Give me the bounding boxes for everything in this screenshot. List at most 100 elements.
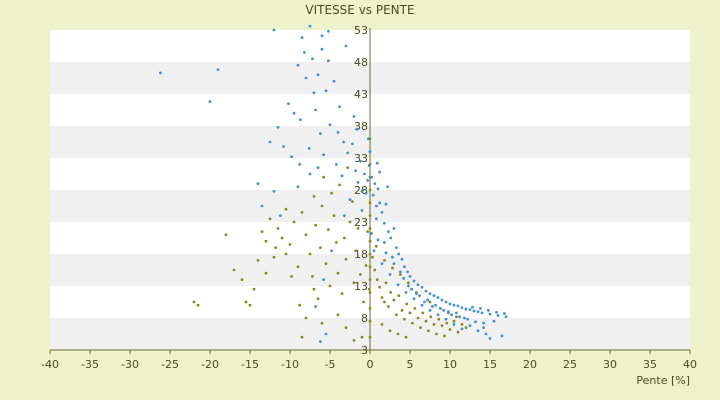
data-point-olive [424,319,428,323]
data-point-blue [415,292,418,296]
data-point-olive [368,214,372,218]
data-point-blue [500,334,504,338]
data-point-olive [443,334,446,338]
x-tick-label: 20 [523,358,537,371]
data-point-blue [314,305,317,308]
data-point-olive [371,255,374,259]
data-point-olive [304,233,308,237]
data-point-blue [256,182,260,186]
data-point-olive [340,292,344,296]
data-point-blue [471,305,474,309]
data-point-blue [426,298,429,302]
data-point-blue [468,308,472,312]
data-point-blue [482,326,485,329]
data-point-olive [396,332,400,336]
y-tick-label: 53 [354,24,368,37]
data-point-olive [368,307,372,310]
x-tick-label: -40 [41,358,59,371]
data-point-blue [344,44,348,48]
data-point-blue [482,321,485,325]
data-point-olive [366,230,369,234]
data-point-olive [464,326,468,329]
data-point-olive [320,321,324,325]
data-point-blue [303,51,306,54]
x-tick-label: -35 [81,358,99,371]
data-point-olive [244,300,248,304]
data-point-olive [298,303,301,307]
data-point-blue [380,262,384,265]
data-point-blue [503,312,506,315]
data-point-olive [304,316,308,320]
data-point-olive [445,321,449,325]
data-point-olive [354,249,357,253]
data-point-blue [495,310,498,314]
data-point-blue [272,189,276,193]
data-point-olive [419,326,422,329]
data-point-olive [368,239,372,243]
data-point-blue [370,175,373,179]
data-point-olive [437,317,441,321]
data-point-blue [472,309,476,313]
data-point-olive [276,227,280,230]
data-point-blue [260,204,264,208]
data-point-olive [344,326,348,329]
data-point-blue [464,307,468,311]
y-tick-label: 8 [361,312,368,325]
data-point-olive [399,273,402,276]
data-point-blue [375,204,378,208]
data-point-blue [420,285,424,289]
data-point-blue [320,47,324,51]
x-tick-label: 15 [483,358,497,371]
data-point-olive [328,284,332,288]
data-point-blue [380,211,384,214]
y-tick-label: 18 [354,248,368,261]
data-point-blue [383,241,386,244]
data-point-blue [395,246,398,250]
data-point-blue [444,300,448,304]
data-point-blue [314,108,317,112]
data-point-olive [348,220,352,224]
data-point-olive [311,275,314,278]
data-point-olive [428,300,432,304]
data-point-blue [330,249,333,253]
data-point-blue [320,34,324,38]
data-point-blue [319,340,322,344]
data-point-blue [282,145,285,148]
data-point-blue [276,125,280,129]
y-tick-label: 48 [354,56,368,69]
data-point-blue [386,185,389,189]
data-point-blue [366,179,369,182]
data-point-olive [344,257,348,261]
data-point-olive [368,227,372,230]
data-point-blue [375,217,378,221]
data-point-blue [402,276,405,280]
data-point-olive [395,313,398,317]
data-point-olive [388,329,392,333]
data-point-olive [336,313,340,317]
x-tick-label: 10 [443,358,457,371]
data-point-blue [389,236,393,240]
data-point-olive [192,300,196,304]
data-point-blue [375,161,379,165]
data-point-blue [322,278,325,281]
data-point-blue [370,232,373,235]
data-point-olive [252,287,256,291]
data-point-blue [343,214,346,218]
data-point-blue [363,172,366,176]
x-tick-label: -5 [325,358,336,371]
data-point-blue [372,249,376,253]
data-point-blue [383,221,386,225]
data-point-olive [392,298,396,302]
data-point-blue [403,265,406,269]
data-point-olive [416,316,420,320]
data-point-olive [373,268,377,272]
data-point-olive [346,166,349,170]
data-point-blue [368,150,372,154]
data-point-blue [352,115,356,118]
x-tick-labels: -40 -35 -30 -25 -20 -15 -10 -5 0 5 10 15 20 25 30 35 40 [41,350,697,371]
data-point-olive [389,291,393,294]
data-point-olive [403,317,406,321]
data-point-blue [410,287,413,291]
data-point-blue [359,159,362,163]
